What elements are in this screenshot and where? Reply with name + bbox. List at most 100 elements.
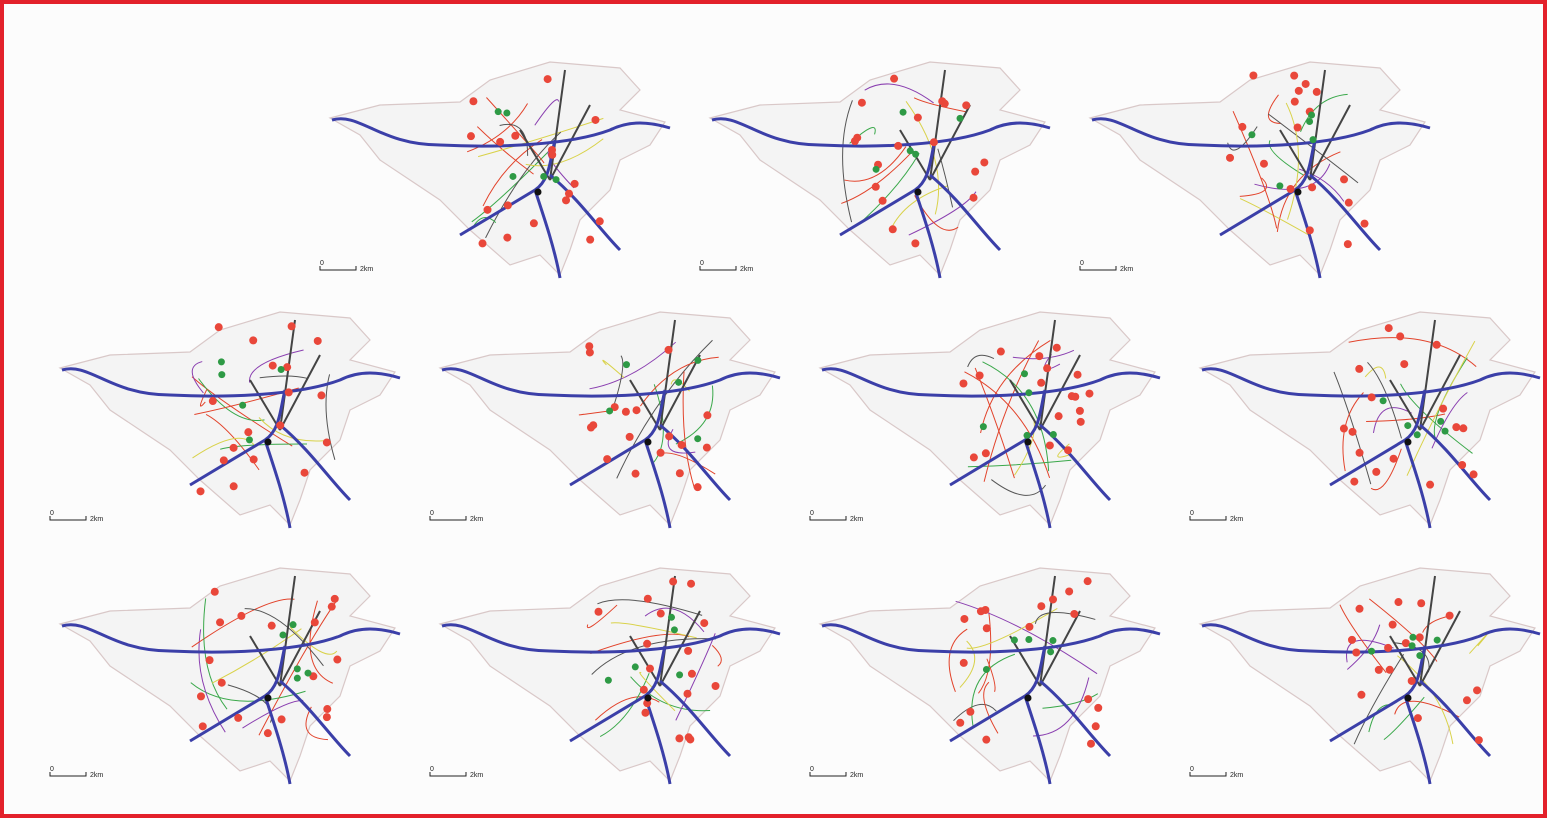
- station: [496, 138, 504, 146]
- station: [587, 424, 595, 432]
- station: [1404, 422, 1411, 429]
- station: [1349, 428, 1357, 436]
- station: [1380, 397, 1387, 404]
- station: [596, 217, 604, 225]
- station: [983, 624, 991, 632]
- station: [1084, 577, 1092, 585]
- station: [1306, 118, 1313, 125]
- station: [331, 595, 339, 603]
- hub: [645, 439, 652, 446]
- station: [633, 406, 641, 414]
- scale-end: 2km: [470, 772, 483, 779]
- station: [971, 168, 979, 176]
- station: [676, 469, 684, 477]
- scale-bar: [1080, 266, 1116, 270]
- station: [1238, 123, 1246, 131]
- map-panel: 02km: [1190, 312, 1540, 528]
- station: [858, 99, 866, 107]
- station: [504, 201, 512, 209]
- station: [1065, 587, 1073, 595]
- station: [1414, 431, 1421, 438]
- scale-bar: [430, 516, 466, 520]
- scale-end: 2km: [470, 516, 483, 523]
- station: [687, 580, 695, 588]
- station: [469, 97, 477, 105]
- station: [1394, 598, 1402, 606]
- station: [1260, 160, 1268, 168]
- station: [982, 736, 990, 744]
- hub: [1405, 439, 1412, 446]
- station: [285, 388, 293, 396]
- station: [1094, 704, 1102, 712]
- scale-bar: [430, 772, 466, 776]
- scale-end: 2km: [1230, 772, 1243, 779]
- scale-bar: [810, 516, 846, 520]
- station: [956, 719, 964, 727]
- station: [1021, 370, 1028, 377]
- station: [970, 194, 978, 202]
- scale-end: 2km: [740, 266, 753, 273]
- station: [623, 361, 630, 368]
- station: [1308, 183, 1316, 191]
- station: [511, 132, 519, 140]
- station: [872, 183, 880, 191]
- station: [1416, 652, 1423, 659]
- station: [1375, 666, 1383, 674]
- map-grid: 02km02km02km02km02km02km02km02km02km02km…: [4, 4, 1543, 814]
- station: [1439, 405, 1447, 413]
- station: [1352, 649, 1360, 657]
- station: [900, 109, 907, 116]
- station: [328, 603, 336, 611]
- station: [249, 336, 257, 344]
- station: [879, 197, 887, 205]
- station: [305, 670, 312, 677]
- station: [671, 626, 678, 633]
- station: [1475, 736, 1483, 744]
- station: [1294, 124, 1302, 132]
- station: [1463, 696, 1471, 704]
- station: [269, 362, 277, 370]
- station: [1442, 428, 1449, 435]
- station: [1050, 431, 1057, 438]
- station: [220, 456, 228, 464]
- station: [1037, 602, 1045, 610]
- station: [209, 397, 217, 405]
- station: [333, 656, 341, 664]
- station: [1357, 691, 1365, 699]
- scale-bar: [50, 772, 86, 776]
- station: [1035, 352, 1043, 360]
- station: [301, 469, 309, 477]
- station: [1340, 425, 1348, 433]
- scale-bar: [320, 266, 356, 270]
- scale-end: 2km: [1230, 516, 1243, 523]
- station: [980, 158, 988, 166]
- station: [1409, 642, 1416, 649]
- station: [657, 449, 665, 457]
- station: [622, 408, 630, 416]
- scale-start: 0: [50, 510, 54, 517]
- hub: [645, 695, 652, 702]
- station: [1384, 644, 1392, 652]
- station: [959, 379, 967, 387]
- station: [294, 675, 301, 682]
- station: [479, 239, 487, 247]
- station: [237, 612, 245, 620]
- station: [278, 715, 286, 723]
- station: [571, 180, 579, 188]
- station: [1037, 379, 1045, 387]
- station: [206, 656, 214, 664]
- station: [643, 640, 651, 648]
- station: [1226, 154, 1234, 162]
- station: [586, 236, 594, 244]
- station: [467, 132, 475, 140]
- station: [889, 225, 897, 233]
- station: [694, 357, 701, 364]
- station: [1417, 599, 1425, 607]
- station: [1361, 220, 1369, 228]
- station: [1087, 740, 1095, 748]
- station: [279, 631, 286, 638]
- station: [1356, 449, 1364, 457]
- station: [317, 391, 325, 399]
- station: [1053, 344, 1061, 352]
